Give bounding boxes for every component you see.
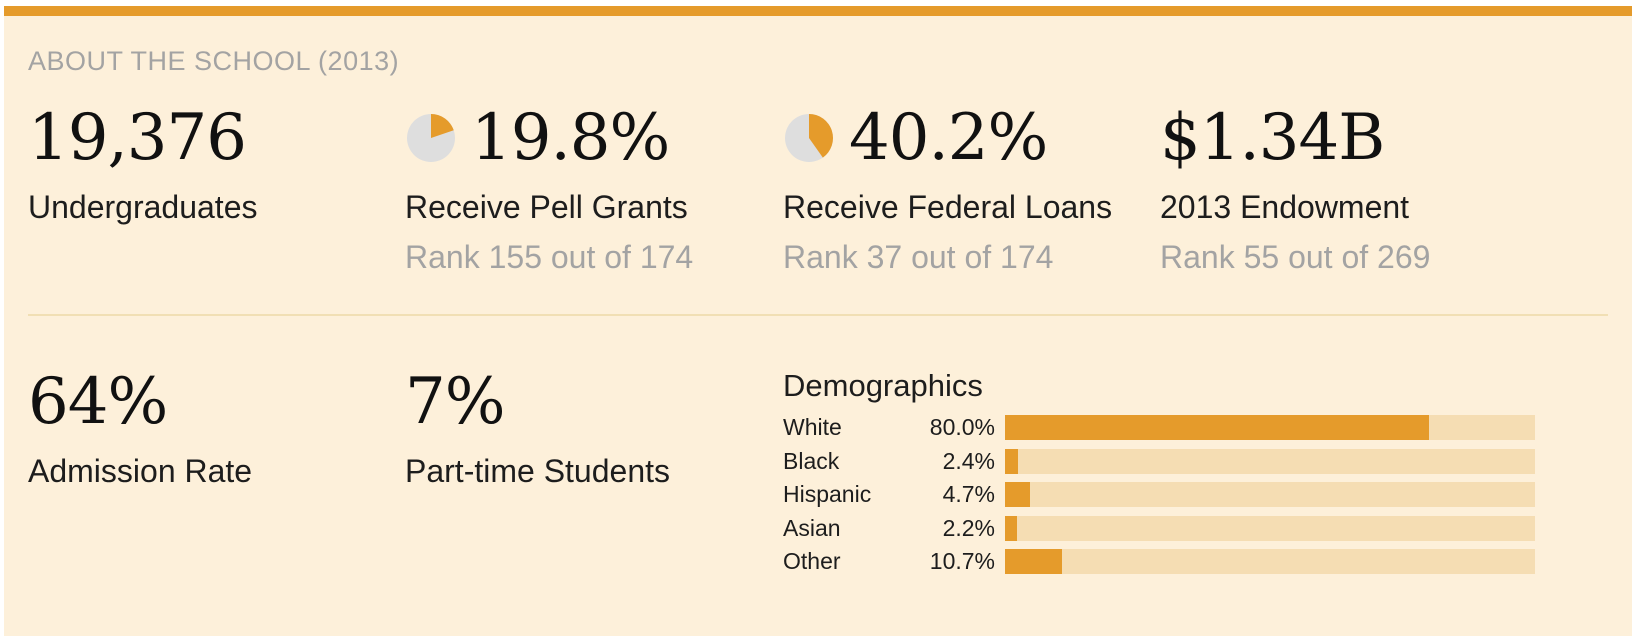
endowment-label: 2013 Endowment bbox=[1160, 189, 1410, 225]
demographic-label-black: Black bbox=[783, 447, 840, 474]
demographic-bar-white bbox=[1005, 415, 1429, 440]
stat-endowment: $1.34B 2013 Endowment Rank 55 out of 269 bbox=[1160, 98, 1430, 276]
admission-value: 64% bbox=[28, 365, 168, 439]
demographic-bar-black bbox=[1005, 448, 1018, 474]
demographic-row-black: Black 2.4% bbox=[783, 448, 1543, 474]
demographic-bar-track-other bbox=[1005, 549, 1535, 574]
stat-federal-loans: 40.2% Receive Federal Loans Rank 37 out … bbox=[783, 98, 1112, 276]
pell-pie-icon bbox=[407, 114, 455, 162]
stat-pell-grants: 19.8% Receive Pell Grants Rank 155 out o… bbox=[405, 98, 693, 276]
loans-pie-icon bbox=[785, 114, 833, 162]
endowment-rank: Rank 55 out of 269 bbox=[1160, 239, 1431, 275]
loans-rank: Rank 37 out of 174 bbox=[783, 239, 1054, 275]
demographic-bar-other bbox=[1005, 549, 1062, 574]
demographic-row-white: White 80.0% bbox=[783, 414, 1543, 440]
demographic-value-hispanic: 4.7% bbox=[942, 481, 995, 507]
demographic-row-hispanic: Hispanic 4.7% bbox=[783, 481, 1543, 507]
demographic-bar-track-hispanic bbox=[1005, 482, 1535, 507]
stat-undergraduates: 19,376 Undergraduates bbox=[28, 98, 257, 226]
demographic-row-other: Other 10.7% bbox=[783, 548, 1543, 574]
demographics-title: Demographics bbox=[783, 368, 983, 403]
demographic-bar-hispanic bbox=[1005, 482, 1030, 507]
endowment-value: $1.34B bbox=[1160, 101, 1385, 175]
demographic-value-other: 10.7% bbox=[929, 548, 995, 574]
demographic-bar-asian bbox=[1005, 515, 1017, 541]
section-title: ABOUT THE SCHOOL (2013) bbox=[28, 46, 400, 76]
accent-top-bar bbox=[4, 6, 1632, 16]
pell-pie-slice bbox=[431, 114, 454, 138]
stat-part-time-students: 7% Part-time Students bbox=[405, 362, 670, 490]
demographic-label-asian: Asian bbox=[783, 514, 841, 541]
demographic-label-white: White bbox=[783, 414, 842, 440]
parttime-value: 7% bbox=[405, 365, 506, 439]
demographic-value-black: 2.4% bbox=[942, 447, 995, 474]
demographic-label-other: Other bbox=[783, 548, 841, 574]
pell-value: 19.8% bbox=[471, 101, 670, 175]
loans-label: Receive Federal Loans bbox=[783, 189, 1113, 225]
loans-value: 40.2% bbox=[849, 101, 1048, 175]
demographic-bar-track-black bbox=[1005, 448, 1535, 474]
parttime-label: Part-time Students bbox=[405, 453, 670, 489]
undergraduates-label: Undergraduates bbox=[28, 189, 258, 225]
demographic-value-asian: 2.2% bbox=[942, 514, 995, 541]
demographic-value-white: 80.0% bbox=[929, 414, 995, 440]
loans-pie-slice bbox=[809, 114, 833, 158]
demographics-rows: White 80.0% Black 2.4% Hispanic 4.7% Asian 2.2%… bbox=[783, 414, 1543, 594]
stat-admission-rate: 64% Admission Rate bbox=[28, 362, 252, 490]
demographic-label-hispanic: Hispanic bbox=[783, 481, 872, 507]
section-divider bbox=[28, 314, 1608, 316]
admission-label: Admission Rate bbox=[28, 453, 253, 489]
undergraduates-value: 19,376 bbox=[28, 101, 247, 175]
demographics-chart: Demographics White 80.0% Black 2.4% Hispanic… bbox=[783, 366, 1543, 594]
pell-rank: Rank 155 out of 174 bbox=[405, 239, 694, 275]
demographic-bar-track-white bbox=[1005, 415, 1535, 440]
pell-label: Receive Pell Grants bbox=[405, 189, 688, 225]
demographic-row-asian: Asian 2.2% bbox=[783, 515, 1543, 541]
about-the-school-card: ABOUT THE SCHOOL (2013) 19,376 Undergrad… bbox=[4, 6, 1632, 636]
demographic-bar-track-asian bbox=[1005, 515, 1535, 541]
